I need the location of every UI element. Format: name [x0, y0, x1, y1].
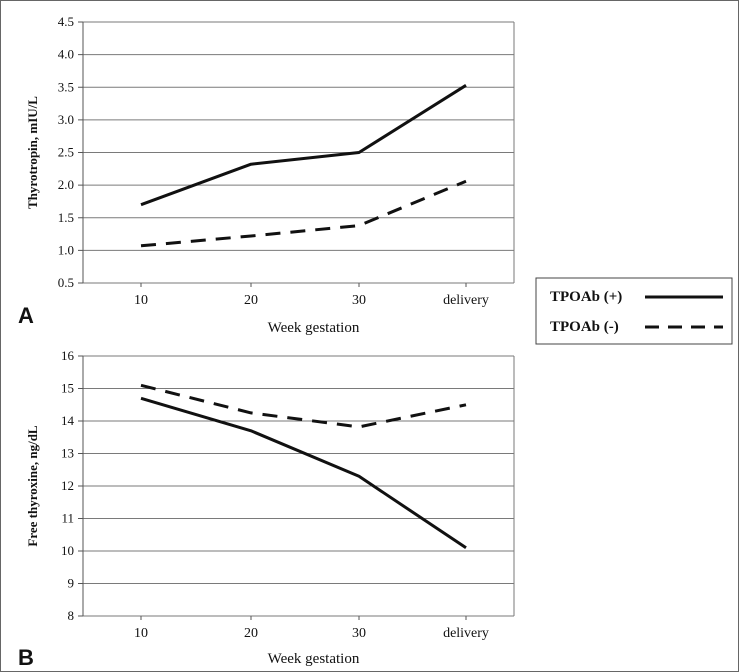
x-tick-label: 30	[352, 293, 366, 308]
chart-a-y-ticks: 0.5 1.0 1.5 2.0 2.5 3.0 3.5 4.0 4.5	[58, 14, 83, 290]
chart-a: 0.5 1.0 1.5 2.0 2.5 3.0 3.5 4.0 4.5 10 20 30 delive…	[18, 14, 515, 336]
chart-b-y-axis-label: Free thyroxine, ng/dL	[25, 425, 40, 547]
x-tick-label: delivery	[443, 293, 489, 308]
y-tick-label: 10	[61, 543, 74, 558]
series-line-tpoab-negative	[140, 383, 467, 429]
y-tick-label: 2.5	[58, 145, 74, 160]
chart-b-series	[140, 383, 467, 550]
chart-b: 8 9 10 11 12 13 14 15 16 10 20 30 delivery Free thy…	[18, 348, 515, 670]
y-tick-label: 1.0	[58, 242, 74, 257]
legend-label-tpoab-positive: TPOAb (+)	[550, 289, 622, 305]
x-tick-label: delivery	[443, 626, 489, 641]
y-tick-label: 2.0	[58, 177, 74, 192]
x-tick-label: 10	[134, 626, 148, 641]
y-tick-label: 12	[61, 478, 74, 493]
chart-a-series	[140, 84, 467, 248]
x-tick-label: 20	[244, 293, 258, 308]
chart-b-x-ticks: 10 20 30 delivery	[134, 616, 489, 641]
chart-a-panel-label: A	[18, 303, 34, 328]
y-tick-label: 9	[68, 576, 75, 591]
series-line-tpoab-positive	[140, 84, 467, 207]
x-tick-label: 30	[352, 626, 366, 641]
y-tick-label: 3.0	[58, 112, 74, 127]
chart-b-panel-label: B	[18, 645, 34, 670]
y-tick-label: 11	[61, 511, 74, 526]
chart-a-x-axis-label: Week gestation	[268, 320, 360, 336]
legend-box	[535, 277, 733, 345]
chart-a-x-ticks: 10 20 30 delivery	[134, 283, 489, 308]
legend-label-tpoab-negative: TPOAb (-)	[550, 319, 619, 335]
legend: TPOAb (+) TPOAb (-)	[535, 277, 733, 345]
y-tick-label: 14	[61, 413, 75, 428]
y-tick-label: 15	[61, 381, 74, 396]
x-tick-label: 10	[134, 293, 148, 308]
x-tick-label: 20	[244, 626, 258, 641]
y-tick-label: 3.5	[58, 79, 74, 94]
chart-a-y-axis-label: Thyrotropin, mIU/L	[25, 96, 40, 209]
series-line-tpoab-negative	[140, 179, 467, 248]
series-line-tpoab-positive	[140, 396, 467, 550]
y-tick-label: 4.0	[58, 47, 74, 62]
chart-b-x-axis-label: Week gestation	[268, 651, 360, 667]
y-tick-label: 16	[61, 348, 75, 363]
y-tick-label: 0.5	[58, 275, 74, 290]
y-tick-label: 8	[68, 608, 75, 623]
chart-b-y-ticks: 8 9 10 11 12 13 14 15 16	[61, 348, 83, 623]
y-tick-label: 13	[61, 446, 74, 461]
y-tick-label: 4.5	[58, 14, 74, 29]
y-tick-label: 1.5	[58, 210, 74, 225]
